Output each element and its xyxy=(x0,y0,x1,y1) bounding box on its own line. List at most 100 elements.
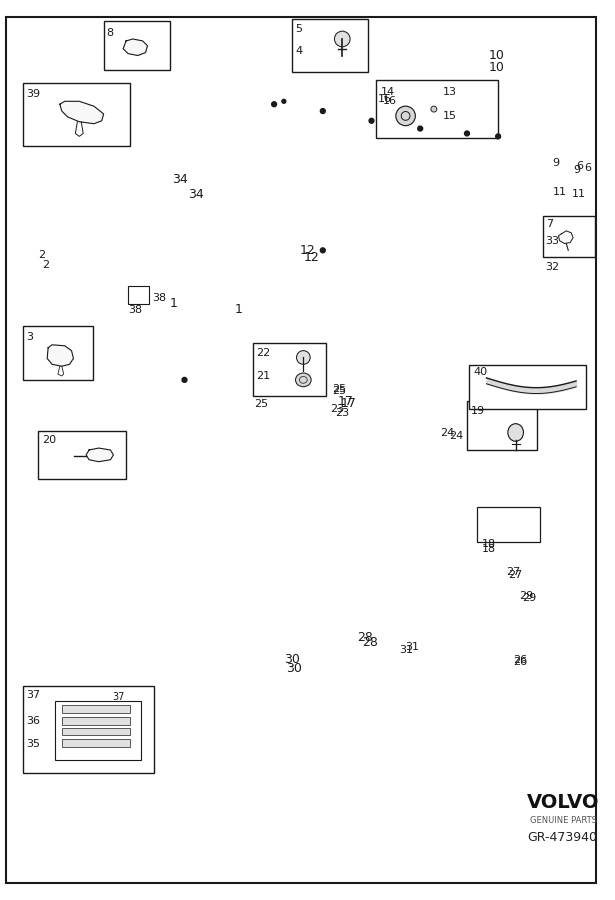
Text: 6: 6 xyxy=(576,160,583,171)
Polygon shape xyxy=(123,39,148,56)
Text: 34: 34 xyxy=(172,173,188,185)
Text: 4: 4 xyxy=(296,46,303,56)
Text: 12: 12 xyxy=(300,244,315,256)
Text: 14: 14 xyxy=(381,86,395,96)
Polygon shape xyxy=(418,191,527,249)
Bar xyxy=(23,686,154,773)
Text: 17: 17 xyxy=(338,395,353,408)
Polygon shape xyxy=(157,360,545,448)
Text: 18: 18 xyxy=(482,539,496,550)
Text: 12: 12 xyxy=(303,250,319,264)
Polygon shape xyxy=(184,92,547,347)
Polygon shape xyxy=(143,363,172,392)
Circle shape xyxy=(272,102,277,107)
Ellipse shape xyxy=(530,242,544,252)
Text: 3: 3 xyxy=(26,332,33,342)
Text: 8: 8 xyxy=(106,28,114,38)
Bar xyxy=(543,216,595,257)
Text: 17: 17 xyxy=(340,397,356,410)
Text: 24: 24 xyxy=(440,428,454,438)
Text: 25: 25 xyxy=(333,383,347,393)
Bar xyxy=(253,343,326,396)
Bar xyxy=(38,430,126,479)
Bar xyxy=(55,701,141,760)
Text: 26: 26 xyxy=(513,657,527,667)
Polygon shape xyxy=(208,617,535,661)
Ellipse shape xyxy=(191,605,198,613)
Polygon shape xyxy=(38,279,233,346)
Bar xyxy=(62,739,130,747)
Text: 34: 34 xyxy=(188,188,204,202)
Text: 20: 20 xyxy=(42,436,57,446)
Text: 16: 16 xyxy=(383,96,397,106)
Text: 18: 18 xyxy=(482,544,496,554)
Polygon shape xyxy=(558,231,573,244)
Text: GENUINE PARTS: GENUINE PARTS xyxy=(530,815,597,824)
Bar xyxy=(23,83,130,146)
Circle shape xyxy=(464,131,469,136)
Ellipse shape xyxy=(296,351,310,364)
Text: 37: 37 xyxy=(113,692,125,702)
Polygon shape xyxy=(47,345,73,366)
Bar xyxy=(62,727,130,735)
Bar xyxy=(376,80,498,139)
Ellipse shape xyxy=(396,106,415,126)
Polygon shape xyxy=(86,448,113,462)
Ellipse shape xyxy=(508,424,523,441)
Text: 10: 10 xyxy=(488,60,504,74)
Text: 23: 23 xyxy=(335,408,349,418)
Text: 19: 19 xyxy=(471,406,485,416)
Text: 2: 2 xyxy=(38,250,46,260)
Text: 2: 2 xyxy=(42,260,49,270)
Text: 35: 35 xyxy=(26,739,40,749)
Circle shape xyxy=(282,99,286,104)
Bar xyxy=(23,327,93,380)
Polygon shape xyxy=(60,102,104,123)
Text: 24: 24 xyxy=(450,431,464,441)
Text: 33: 33 xyxy=(545,236,559,246)
Ellipse shape xyxy=(431,106,437,112)
Bar xyxy=(62,706,130,713)
Ellipse shape xyxy=(296,374,311,387)
Text: 31: 31 xyxy=(399,644,413,654)
Ellipse shape xyxy=(530,264,541,272)
Text: 37: 37 xyxy=(26,690,40,700)
Text: 28: 28 xyxy=(362,636,378,650)
Polygon shape xyxy=(576,169,586,189)
Text: 15: 15 xyxy=(443,111,456,121)
Bar xyxy=(477,508,540,542)
Polygon shape xyxy=(537,187,570,205)
Text: 25: 25 xyxy=(253,400,268,410)
Text: 29: 29 xyxy=(520,591,534,601)
Text: 29: 29 xyxy=(523,593,537,603)
Text: 30: 30 xyxy=(286,662,302,675)
Text: 11: 11 xyxy=(553,187,566,197)
Text: 9: 9 xyxy=(553,158,560,167)
Text: 39: 39 xyxy=(26,88,40,98)
Ellipse shape xyxy=(335,32,350,47)
Bar xyxy=(469,365,586,410)
Text: 1: 1 xyxy=(235,303,243,316)
Polygon shape xyxy=(571,130,576,159)
Circle shape xyxy=(182,377,187,382)
Ellipse shape xyxy=(397,652,405,661)
Circle shape xyxy=(369,119,374,123)
Text: VOLVO: VOLVO xyxy=(527,793,600,812)
Bar xyxy=(128,286,149,304)
Text: 40: 40 xyxy=(474,367,488,377)
Text: 11: 11 xyxy=(572,189,586,199)
Bar xyxy=(62,717,130,725)
Text: 27: 27 xyxy=(508,570,522,580)
Text: 38: 38 xyxy=(153,293,167,303)
Text: 21: 21 xyxy=(256,371,271,381)
Circle shape xyxy=(320,109,325,113)
Polygon shape xyxy=(508,604,537,624)
Polygon shape xyxy=(196,643,221,670)
Text: 23: 23 xyxy=(331,404,345,414)
Text: 30: 30 xyxy=(284,652,300,666)
Text: 13: 13 xyxy=(443,86,456,96)
Bar xyxy=(467,401,537,450)
Bar xyxy=(104,22,170,70)
Text: 38: 38 xyxy=(128,305,142,315)
Text: 10: 10 xyxy=(488,49,504,62)
